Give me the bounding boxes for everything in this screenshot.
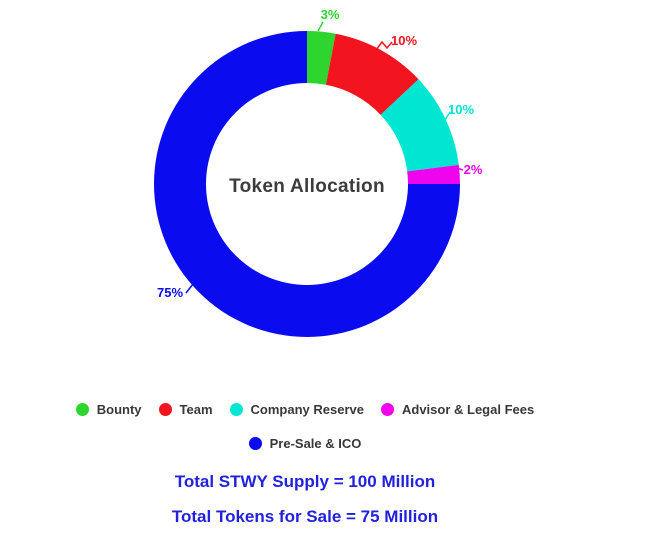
legend-row-1: Bounty Team Company Reserve Advisor & Legal… — [0, 402, 610, 417]
leader-line-pre-sale-ico — [185, 282, 207, 294]
leader-line-advisor-legal-fees — [451, 167, 464, 173]
legend-swatch-icon — [158, 403, 172, 416]
donut-slice-bounty[interactable] — [307, 31, 336, 85]
leader-line-company-reserve — [441, 111, 451, 126]
legend-swatch-icon — [248, 437, 262, 450]
legend-item-label: Team — [179, 402, 213, 417]
legend-item-pre-sale-ico[interactable]: Pre-Sale & ICO — [248, 436, 362, 451]
legend-item-team[interactable]: Team — [158, 402, 213, 417]
legend-swatch-icon — [75, 403, 89, 416]
donut-slice-company-reserve[interactable] — [380, 79, 459, 172]
legend-swatch-icon — [229, 403, 243, 416]
leader-line-team — [375, 40, 393, 51]
total-supply-text: Total STWY Supply = 100 Million — [174, 472, 436, 491]
donut-slice-advisor-legal-fees[interactable] — [407, 164, 460, 184]
legend-item-label: Pre-Sale & ICO — [269, 436, 362, 451]
donut-slice-pre-sale-ico[interactable] — [154, 31, 460, 337]
leader-line-bounty — [317, 21, 324, 32]
legend-swatch-icon — [381, 403, 394, 416]
legend-item-company-reserve[interactable]: Company Reserve — [229, 402, 364, 417]
total-sale-text: Total Tokens for Sale = 75 Million — [171, 507, 439, 526]
legend-item-label: Advisor & Legal Fees — [402, 402, 535, 417]
legend-item-bounty[interactable]: Bounty — [75, 402, 142, 417]
percent-label-pre-sale-ico: 75% — [157, 285, 183, 300]
percent-label-company-reserve: 10% — [448, 102, 474, 117]
percent-label-advisor-legal-fees: 2% — [464, 162, 483, 177]
legend-item-label: Company Reserve — [250, 402, 364, 417]
donut-slice-team[interactable] — [325, 33, 419, 115]
legend-row-2: Pre-Sale & ICO — [0, 436, 610, 451]
percent-label-team: 10% — [391, 33, 417, 48]
legend-item-label: Bounty — [96, 402, 142, 417]
percent-label-bounty: 3% — [321, 7, 340, 22]
legend-item-advisor-legal-fees[interactable]: Advisor & Legal Fees — [381, 402, 534, 417]
donut-chart: 3% 10% 10% 2% 75% — [154, 7, 483, 337]
